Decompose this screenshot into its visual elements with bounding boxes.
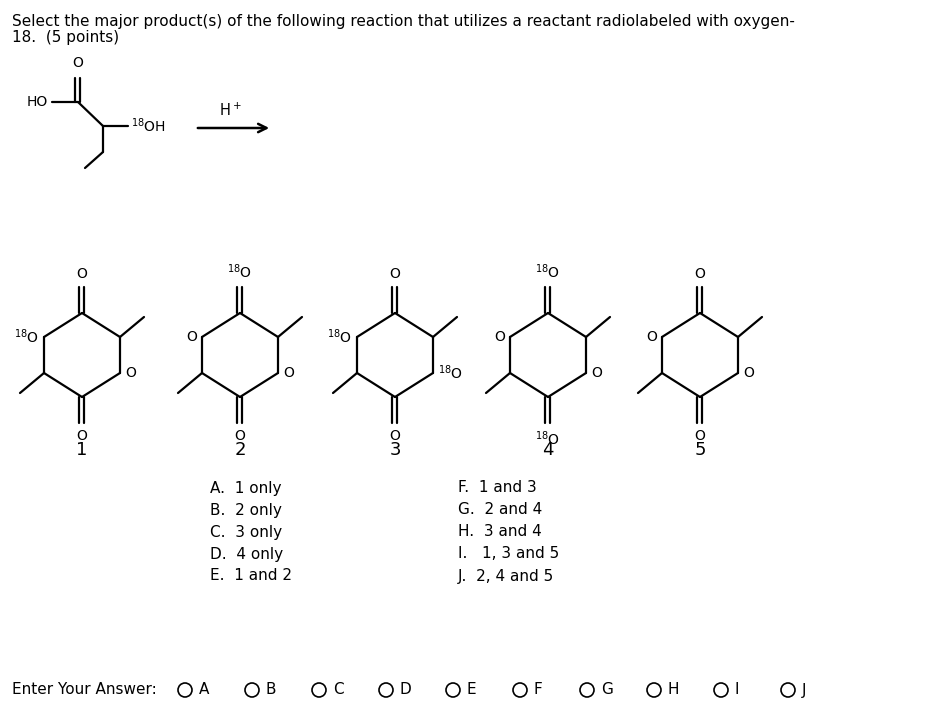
Text: J: J — [801, 683, 806, 697]
Text: B: B — [266, 683, 276, 697]
Text: J.  2, 4 and 5: J. 2, 4 and 5 — [458, 568, 553, 584]
Text: O: O — [693, 429, 705, 443]
Text: I.   1, 3 and 5: I. 1, 3 and 5 — [458, 547, 559, 562]
Text: Enter Your Answer:: Enter Your Answer: — [12, 683, 157, 697]
Text: H.  3 and 4: H. 3 and 4 — [458, 524, 541, 539]
Text: D.  4 only: D. 4 only — [210, 547, 283, 562]
Text: $^{18}$O: $^{18}$O — [326, 328, 351, 346]
Text: E.  1 and 2: E. 1 and 2 — [210, 568, 292, 584]
Text: O: O — [645, 330, 656, 344]
Text: O: O — [125, 366, 135, 380]
Text: O: O — [743, 366, 753, 380]
Text: 3: 3 — [388, 441, 400, 459]
Text: $^{18}$O: $^{18}$O — [14, 328, 39, 346]
Text: $^{18}$O: $^{18}$O — [438, 363, 463, 382]
Text: $^{18}$O: $^{18}$O — [535, 429, 560, 447]
Text: B.  2 only: B. 2 only — [210, 502, 282, 518]
Text: O: O — [77, 267, 87, 281]
Text: O: O — [77, 429, 87, 443]
Text: 18.  (5 points): 18. (5 points) — [12, 30, 119, 45]
Text: F.  1 and 3: F. 1 and 3 — [458, 481, 536, 495]
Text: O: O — [186, 330, 197, 344]
Text: O: O — [389, 267, 400, 281]
Text: H$^+$: H$^+$ — [219, 101, 241, 119]
Text: O: O — [72, 56, 83, 70]
Text: Select the major product(s) of the following reaction that utilizes a reactant r: Select the major product(s) of the follo… — [12, 14, 794, 29]
Text: D: D — [400, 683, 412, 697]
Text: C.  3 only: C. 3 only — [210, 524, 282, 539]
Text: A.  1 only: A. 1 only — [210, 481, 281, 495]
Text: $^{18}$O: $^{18}$O — [227, 262, 252, 281]
Text: $^{18}$OH: $^{18}$OH — [131, 117, 166, 135]
Text: 4: 4 — [541, 441, 553, 459]
Text: F: F — [533, 683, 542, 697]
Text: 5: 5 — [693, 441, 705, 459]
Text: O: O — [389, 429, 400, 443]
Text: A: A — [198, 683, 210, 697]
Text: G.  2 and 4: G. 2 and 4 — [458, 502, 541, 518]
Text: HO: HO — [27, 95, 48, 109]
Text: O: O — [493, 330, 504, 344]
Text: E: E — [466, 683, 476, 697]
Text: 2: 2 — [234, 441, 246, 459]
Text: O: O — [590, 366, 602, 380]
Text: $^{18}$O: $^{18}$O — [535, 262, 560, 281]
Text: I: I — [734, 683, 739, 697]
Text: C: C — [333, 683, 343, 697]
Text: O: O — [283, 366, 294, 380]
Text: 1: 1 — [76, 441, 87, 459]
Text: H: H — [667, 683, 679, 697]
Text: O: O — [235, 429, 245, 443]
Text: G: G — [601, 683, 612, 697]
Text: O: O — [693, 267, 705, 281]
